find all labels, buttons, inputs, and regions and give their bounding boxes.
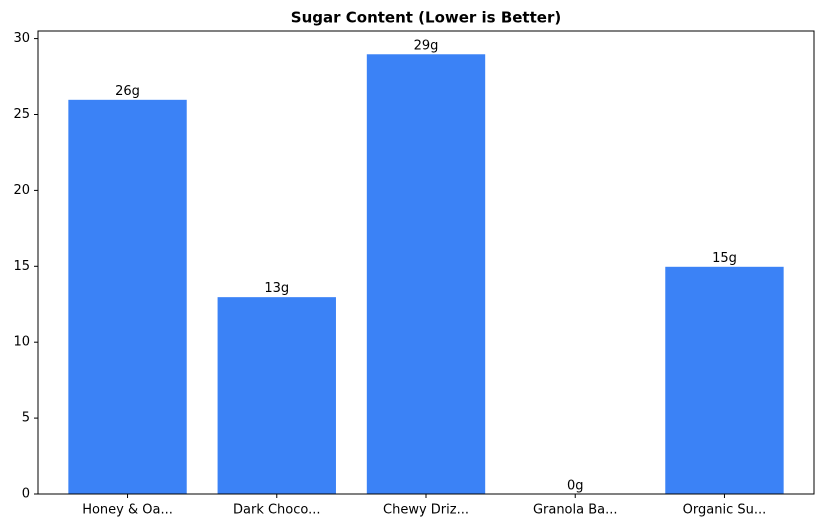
- x-tick-label: Chewy Driz...: [383, 503, 469, 518]
- x-tick-label: Granola Ba...: [533, 503, 618, 518]
- bar: [67, 98, 188, 495]
- bar: [365, 53, 487, 495]
- y-tick-label: 15: [13, 259, 30, 274]
- y-tick-label: 5: [22, 411, 30, 426]
- chart-title: Sugar Content (Lower is Better): [291, 9, 561, 27]
- plot-frame: [37, 30, 815, 495]
- value-label: 15g: [712, 251, 737, 266]
- y-tick-label: 0: [22, 487, 30, 502]
- y-tick-label: 10: [13, 335, 30, 350]
- value-label: 0g: [567, 479, 584, 494]
- x-tick-label: Organic Su...: [683, 503, 767, 518]
- y-tick-label: 30: [13, 31, 30, 46]
- value-label: 29g: [414, 38, 439, 53]
- x-tick-label: Honey & Oa...: [82, 503, 173, 518]
- bar: [664, 265, 785, 495]
- value-label: 26g: [115, 84, 140, 99]
- y-tick-label: 25: [13, 107, 30, 122]
- bar: [216, 296, 337, 495]
- x-tick-label: Dark Choco...: [233, 503, 321, 518]
- y-tick-label: 20: [13, 183, 30, 198]
- value-label: 13g: [264, 281, 289, 296]
